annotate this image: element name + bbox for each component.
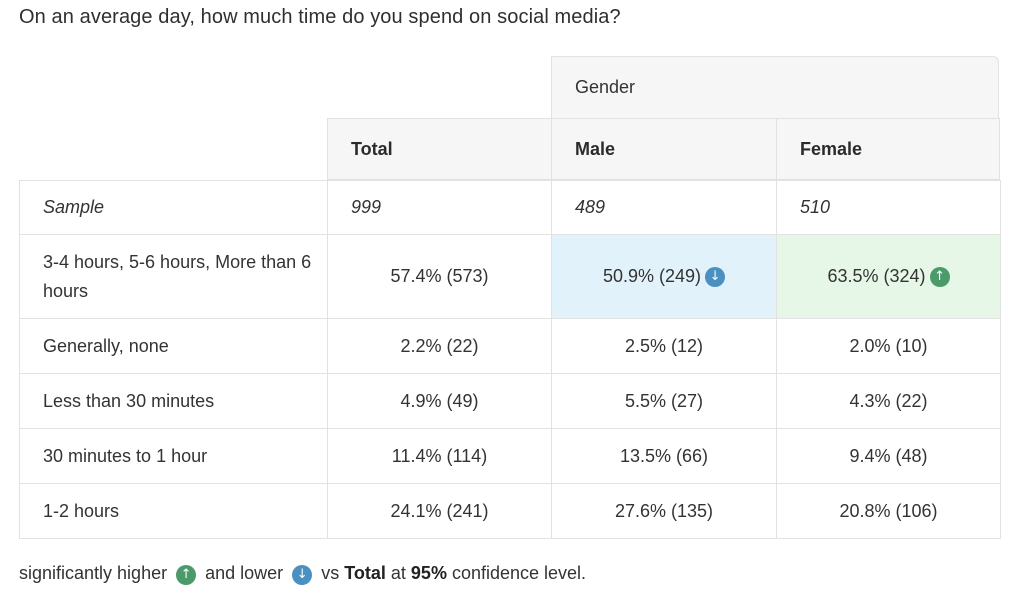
sample-row: Sample 999 489 510 — [19, 180, 1001, 235]
column-header-total-label: Total — [351, 139, 393, 159]
footnote-text: vs — [321, 563, 340, 583]
question-title: On an average day, how much time do you … — [19, 6, 621, 28]
cell-male: 5.5% (27) — [551, 373, 777, 429]
sample-male: 489 — [551, 180, 777, 235]
cell-female: 63.5% (324) ↑ — [776, 234, 1001, 319]
cell-male: 2.5% (12) — [551, 318, 777, 374]
crosstab-table: Sample 999 489 510 3-4 hours, 5-6 hours,… — [19, 180, 1001, 539]
arrow-up-icon: ↑ — [929, 267, 950, 287]
cell-female: 20.8% (106) — [776, 483, 1001, 539]
cell-male: 13.5% (66) — [551, 428, 777, 484]
arrow-up-icon: ↑ — [176, 565, 197, 585]
column-header-total: Total — [327, 118, 552, 180]
cell-female: 2.0% (10) — [776, 318, 1001, 374]
significance-footnote: significantly higher ↑ and lower ↓ vs To… — [19, 563, 586, 585]
arrow-down-icon: ↓ — [705, 267, 726, 287]
table-row: 3-4 hours, 5-6 hours, More than 6 hours … — [19, 234, 1001, 319]
footnote-text: significantly higher — [19, 563, 168, 583]
table-row: Generally, none 2.2% (22) 2.5% (12) 2.0%… — [19, 318, 1001, 374]
column-header-female-label: Female — [800, 139, 863, 159]
footnote-text: at — [390, 563, 406, 583]
sample-total: 999 — [327, 180, 552, 235]
footnote-bold: 95% — [410, 563, 447, 583]
cell-total: 24.1% (241) — [327, 483, 552, 539]
arrow-down-icon: ↓ — [292, 565, 313, 585]
footnote-text: and lower — [205, 563, 284, 583]
cell-value: 50.9% (249) — [602, 266, 702, 286]
table-row: 30 minutes to 1 hour 11.4% (114) 13.5% (… — [19, 428, 1001, 484]
table-row: Less than 30 minutes 4.9% (49) 5.5% (27)… — [19, 373, 1001, 429]
column-header-female: Female — [776, 118, 1000, 180]
row-label: Sample — [19, 180, 328, 235]
cell-total: 11.4% (114) — [327, 428, 552, 484]
cell-female: 9.4% (48) — [776, 428, 1001, 484]
gender-group-label: Gender — [575, 77, 636, 97]
row-label: Generally, none — [19, 318, 328, 374]
column-header-male-label: Male — [575, 139, 616, 159]
row-label: 3-4 hours, 5-6 hours, More than 6 hours — [19, 234, 328, 319]
table-row: 1-2 hours 24.1% (241) 27.6% (135) 20.8% … — [19, 483, 1001, 539]
footnote-text: confidence level. — [451, 563, 587, 583]
row-label: Less than 30 minutes — [19, 373, 328, 429]
column-header-male: Male — [551, 118, 777, 180]
cell-total: 2.2% (22) — [327, 318, 552, 374]
cell-male: 50.9% (249) ↓ — [551, 234, 777, 319]
sample-female: 510 — [776, 180, 1001, 235]
footnote-bold: Total — [344, 563, 386, 583]
cell-male: 27.6% (135) — [551, 483, 777, 539]
gender-group-header: Gender — [551, 56, 999, 118]
cell-female: 4.3% (22) — [776, 373, 1001, 429]
row-label: 30 minutes to 1 hour — [19, 428, 328, 484]
cell-total: 57.4% (573) — [327, 234, 552, 319]
cell-total: 4.9% (49) — [327, 373, 552, 429]
cell-value: 63.5% (324) — [827, 266, 926, 286]
row-label: 1-2 hours — [19, 483, 328, 539]
